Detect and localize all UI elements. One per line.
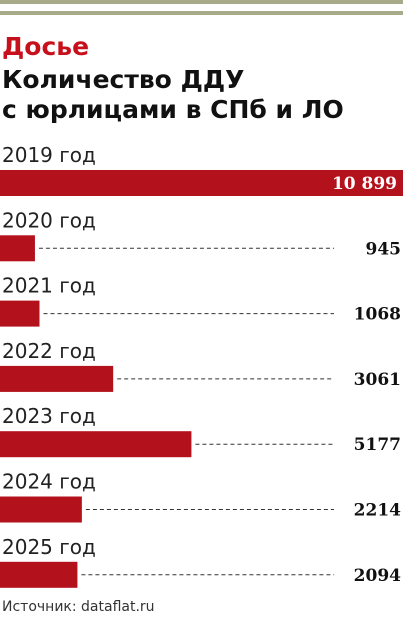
top-rule bbox=[0, 0, 403, 4]
category-label: 2023 год bbox=[2, 404, 96, 428]
bar bbox=[0, 561, 78, 588]
chart-title: с юрлицами в СПб и ЛО bbox=[2, 95, 344, 124]
bar bbox=[0, 300, 40, 327]
value-label: 2214 bbox=[354, 501, 401, 521]
bar bbox=[0, 170, 403, 196]
bar bbox=[0, 431, 192, 458]
category-label: 2022 год bbox=[2, 339, 96, 363]
value-label: 10 899 bbox=[332, 174, 397, 194]
category-label: 2025 год bbox=[2, 535, 96, 559]
bar bbox=[0, 496, 82, 523]
top-rule bbox=[0, 11, 403, 15]
category-label: 2024 год bbox=[2, 470, 96, 494]
category-label: 2019 год bbox=[2, 143, 96, 167]
category-label: 2021 год bbox=[2, 274, 96, 298]
value-label: 945 bbox=[366, 239, 402, 259]
value-label: 5177 bbox=[354, 435, 401, 455]
source: Источник: dataflat.ru bbox=[2, 599, 155, 615]
category-label: 2020 год bbox=[2, 208, 96, 232]
value-label: 1068 bbox=[354, 305, 401, 325]
value-label: 3061 bbox=[354, 370, 401, 390]
kicker: Досье bbox=[2, 32, 89, 61]
value-label: 2094 bbox=[354, 566, 401, 586]
bar bbox=[0, 235, 35, 262]
bar bbox=[0, 365, 114, 392]
chart-title: Количество ДДУ bbox=[2, 65, 244, 94]
